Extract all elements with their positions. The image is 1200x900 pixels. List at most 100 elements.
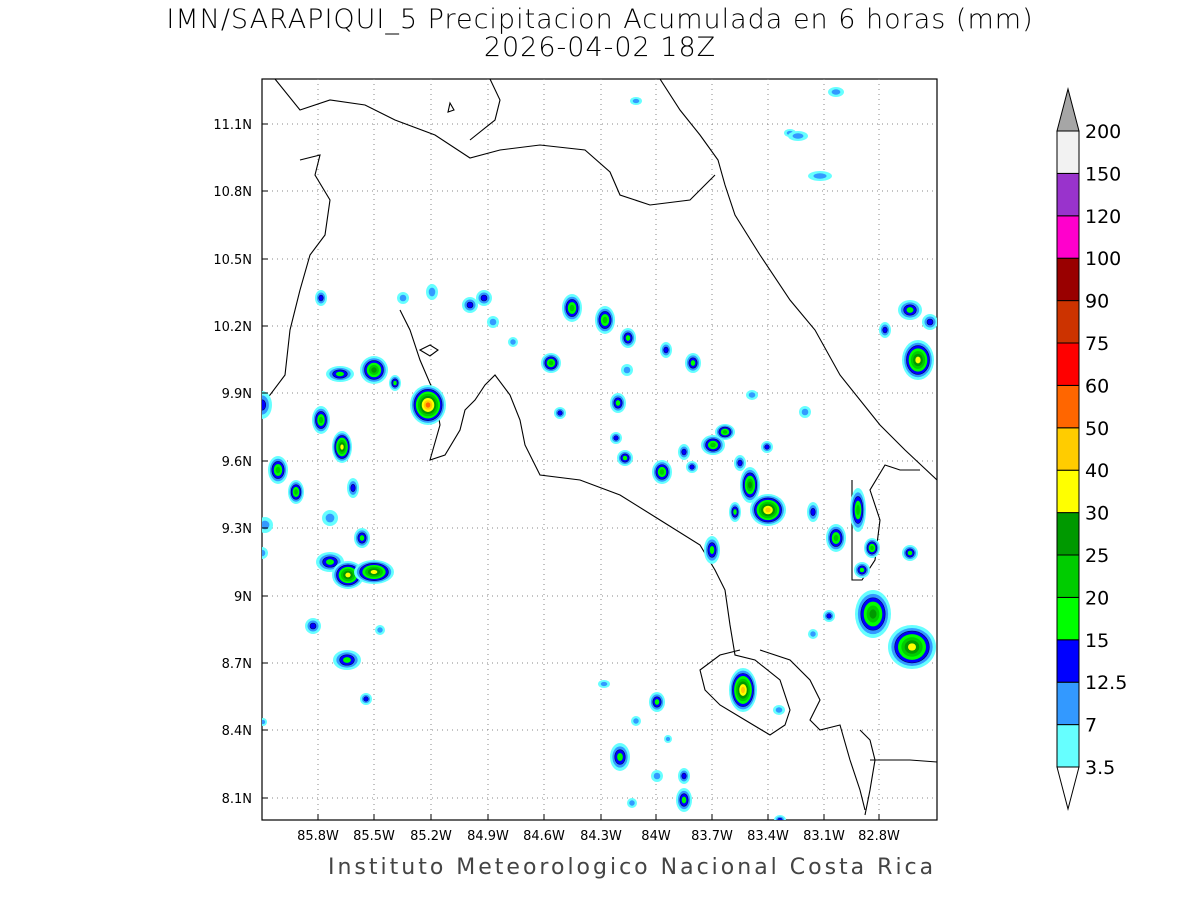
- precip-contour: [632, 98, 640, 104]
- precip-cell: [630, 97, 642, 105]
- chart-subtitle-datetime: 2026-04-02 18Z: [483, 32, 717, 63]
- precip-cell: [807, 502, 819, 522]
- lon-tick-label: 82.8W: [858, 829, 900, 844]
- colorbar-label: 150: [1085, 163, 1121, 185]
- precip-contour: [748, 481, 752, 489]
- precip-cell: [686, 461, 698, 473]
- precipitation-fields: [262, 87, 937, 820]
- precip-cell: [808, 629, 818, 639]
- precip-cell: [750, 494, 786, 526]
- precip-contour: [370, 570, 378, 574]
- precip-contour: [399, 294, 407, 302]
- precip-contour: [350, 483, 356, 493]
- precip-contour: [681, 796, 687, 804]
- precip-contour: [681, 772, 687, 780]
- longitude-axis: 85.8W 85.5W 85.2W 84.9W 84.6W 84.3W 84W 83.7W 83…: [297, 814, 900, 844]
- precip-cell: [554, 407, 566, 419]
- precip-contour: [813, 173, 827, 179]
- precip-cell: [746, 390, 758, 400]
- precip-contour: [325, 513, 335, 523]
- precip-contour: [466, 301, 474, 309]
- precip-cell: [610, 393, 626, 413]
- precip-cell: [729, 668, 757, 712]
- precip-contour: [733, 509, 737, 515]
- precip-contour: [262, 549, 266, 557]
- precip-cell: [326, 366, 354, 382]
- precip-cell: [652, 460, 672, 484]
- lon-tick-label: 83.1W: [803, 829, 845, 844]
- precip-contour: [681, 448, 687, 456]
- isla-lake: [418, 344, 439, 357]
- precip-cell: [262, 547, 268, 559]
- isla-north: [447, 101, 455, 113]
- precip-cell: [660, 342, 672, 358]
- precip-cell: [610, 743, 630, 771]
- precip-cell: [826, 524, 846, 552]
- lat-tick-label: 9.3N: [222, 522, 252, 537]
- precip-cell: [598, 680, 610, 688]
- map-frame: [261, 78, 938, 821]
- precip-cell: [773, 705, 785, 715]
- colorbar-label: 120: [1085, 206, 1121, 228]
- precip-cell: [476, 290, 492, 306]
- colorbar-label: 20: [1085, 587, 1109, 609]
- lake-nicaragua-south: [469, 79, 501, 141]
- precip-contour: [810, 631, 816, 637]
- precip-cell: [799, 406, 811, 418]
- precip-contour: [709, 546, 715, 554]
- colorbar-top-arrow: [1056, 87, 1080, 132]
- colorbar-label: 75: [1085, 333, 1109, 355]
- lon-tick-label: 84W: [641, 829, 671, 844]
- precip-contour: [831, 89, 841, 95]
- precip-cell: [617, 450, 633, 466]
- precip-cell: [850, 488, 866, 532]
- colorbar-label: 90: [1085, 291, 1109, 313]
- precip-cell: [922, 314, 937, 330]
- lat-tick-label: 8.4N: [222, 724, 252, 739]
- caribbean-coast: [659, 79, 937, 481]
- precip-cell: [761, 441, 773, 453]
- precip-contour: [722, 430, 728, 434]
- colorbar-label: 7: [1085, 715, 1097, 737]
- precip-contour: [801, 408, 809, 416]
- precip-contour: [318, 294, 324, 302]
- coastlines: [262, 79, 937, 816]
- precip-contour: [882, 326, 888, 334]
- precip-cell: [855, 590, 891, 638]
- colorbar-swatch: [1056, 469, 1080, 514]
- colorbar-swatch: [1056, 554, 1080, 598]
- colorbar-swatch: [1056, 257, 1080, 302]
- precip-contour: [653, 772, 661, 780]
- lon-tick-label: 85.8W: [297, 829, 339, 844]
- lon-tick-label: 83.7W: [691, 829, 733, 844]
- precip-contour: [262, 520, 270, 530]
- precip-cell: [902, 340, 934, 380]
- precip-cell: [360, 693, 372, 705]
- colorbar-swatch: [1056, 427, 1080, 471]
- precip-cell: [704, 536, 720, 564]
- precip-cell: [808, 171, 832, 181]
- precip-cell: [354, 528, 370, 548]
- precip-contour: [777, 817, 783, 820]
- lat-tick-label: 9.6N: [222, 455, 252, 470]
- precip-contour: [480, 294, 488, 302]
- lon-tick-label: 85.2W: [410, 829, 452, 844]
- precip-contour: [775, 707, 783, 713]
- precip-contour: [557, 410, 563, 416]
- precip-contour: [425, 402, 431, 408]
- precip-cell: [678, 444, 690, 460]
- precip-cell: [729, 502, 741, 522]
- precip-cell: [562, 294, 582, 322]
- precip-cell: [631, 716, 641, 726]
- precip-contour: [363, 696, 369, 702]
- precip-cell: [620, 328, 636, 348]
- lat-tick-label: 8.1N: [222, 792, 252, 807]
- lat-tick-label: 10.5N: [213, 253, 252, 268]
- precip-cell: [595, 306, 615, 334]
- precip-cell: [375, 625, 385, 635]
- colorbar-label: 200: [1085, 121, 1121, 143]
- lon-tick-label: 85.5W: [353, 829, 395, 844]
- precip-cell: [676, 788, 692, 812]
- precip-cell: [678, 768, 690, 784]
- precip-contour: [617, 753, 623, 761]
